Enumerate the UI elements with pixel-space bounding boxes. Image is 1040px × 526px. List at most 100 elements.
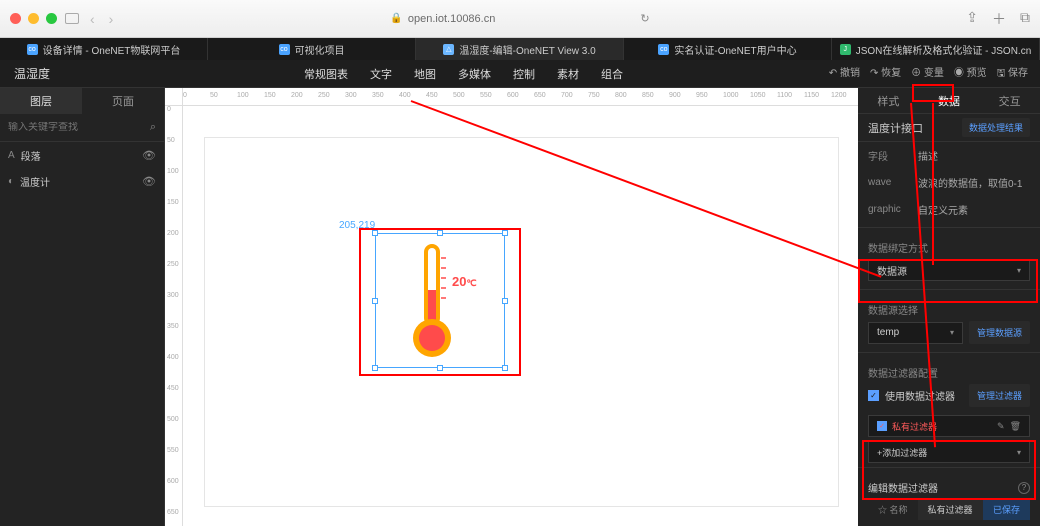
save-button[interactable]: 🖫 保存 (997, 64, 1028, 83)
tab-icon: △ (443, 44, 454, 55)
search-icon[interactable]: ⌕ (150, 121, 156, 134)
filter-sub-tabs: ☆ 名称 私有过滤器 已保存 (868, 499, 1030, 520)
interface-title: 温度计接口 (868, 120, 923, 136)
select-value: 数据源 (877, 263, 907, 278)
subtab-priv[interactable]: 私有过滤器 (918, 499, 983, 520)
canvas[interactable]: 0501001502002503003504004505005506006507… (165, 88, 858, 526)
bind-select[interactable]: 数据源 ▾ (868, 259, 1030, 281)
selection-coord: 205,219 (339, 220, 375, 231)
tab-label: 可视化项目 (295, 42, 345, 57)
max-dot[interactable] (46, 13, 57, 24)
tab-style[interactable]: 样式 (858, 88, 919, 113)
var-button[interactable]: ⊕ 变量 (911, 64, 944, 83)
redo-button[interactable]: ↷ 恢复 (870, 64, 901, 83)
resize-handle[interactable] (437, 230, 443, 236)
field-row: graphic自定义元素 (858, 196, 1040, 223)
tab-label: JSON在线解析及格式化验证 - JSON.cn (856, 42, 1032, 57)
tab-interact[interactable]: 交互 (979, 88, 1040, 113)
nav-fwd[interactable]: › (106, 11, 117, 27)
tab-icon: co (27, 44, 38, 55)
tab-label: 实名认证-OneNET用户中心 (674, 42, 796, 57)
menu-item[interactable]: 控制 (513, 66, 535, 82)
min-dot[interactable] (28, 13, 39, 24)
resize-handle[interactable] (502, 298, 508, 304)
menu-item[interactable]: 常规图表 (304, 66, 348, 82)
menu-item[interactable]: 地图 (414, 66, 436, 82)
close-dot[interactable] (10, 13, 21, 24)
use-filter-check[interactable]: ✓ 使用数据过滤器 (868, 388, 955, 403)
delete-icon[interactable]: 🗑 (1010, 421, 1021, 432)
private-filter-row[interactable]: ✓ 私有过滤器 ✎🗑 (868, 415, 1030, 437)
top-actions: ↶ 撤销 ↷ 恢复 ⊕ 变量 ◉ 预览 🖫 保存 (829, 64, 1040, 83)
resize-handle[interactable] (502, 365, 508, 371)
nav-back[interactable]: ‹ (87, 11, 98, 27)
lock-icon: 🔒 (390, 13, 402, 24)
traffic-lights (10, 13, 57, 24)
layer-icon: A (8, 150, 15, 161)
menu-item[interactable]: 素材 (557, 66, 579, 82)
resize-handle[interactable] (437, 365, 443, 371)
undo-button[interactable]: ↶ 撤销 (829, 64, 860, 83)
btab-1[interactable]: co 可视化项目 (208, 38, 416, 60)
tab-icon: co (658, 44, 669, 55)
subtab-name[interactable]: ☆ 名称 (868, 499, 918, 520)
help-icon[interactable]: ? (1018, 482, 1030, 494)
tab-pages[interactable]: 页面 (82, 88, 164, 114)
btab-4[interactable]: J JSON在线解析及格式化验证 - JSON.cn (832, 38, 1040, 60)
tabs-icon[interactable]: ⧉ (1020, 9, 1030, 29)
ruler-horizontal: 0501001502002503003504004505005506006507… (183, 88, 858, 106)
browser-chrome: ‹ › 🔒 open.iot.10086.cn ↻ ⇪ ＋ ⧉ (0, 0, 1040, 38)
field-val: 波浪的数据值，取值0-1 (918, 175, 1022, 190)
right-tabs: 样式 数据 交互 (858, 88, 1040, 114)
data-result-button[interactable]: 数据处理结果 (962, 118, 1030, 137)
share-icon[interactable]: ⇪ (966, 9, 978, 29)
btab-3[interactable]: co 实名认证-OneNET用户中心 (624, 38, 832, 60)
select-value: temp (877, 327, 899, 338)
url-text: open.iot.10086.cn (408, 13, 495, 25)
eye-icon[interactable]: 👁 (142, 175, 156, 188)
layer-icon: ◐ (8, 176, 14, 187)
add-filter-row[interactable]: +添加过滤器▾ (868, 441, 1030, 463)
chevron-down-icon: ▾ (1017, 266, 1021, 275)
field-row: 字段描述 (858, 142, 1040, 169)
resize-handle[interactable] (372, 365, 378, 371)
resize-handle[interactable] (502, 230, 508, 236)
reload-icon[interactable]: ↻ (640, 12, 649, 25)
field-lab: graphic (868, 204, 918, 215)
resize-handle[interactable] (372, 298, 378, 304)
url-bar[interactable]: 🔒 open.iot.10086.cn ↻ (390, 12, 649, 25)
thermometer-widget[interactable]: 20℃ (397, 238, 487, 363)
resize-handle[interactable] (372, 230, 378, 236)
preview-button[interactable]: ◉ 预览 (954, 64, 987, 83)
body-row: 图层 页面 ⌕ A 段落 👁 ◐ 温度计 👁 05010015020025030… (0, 88, 1040, 526)
saved-badge: 已保存 (983, 499, 1030, 520)
manage-src-button[interactable]: 管理数据源 (969, 321, 1030, 344)
tab-data[interactable]: 数据 (919, 88, 980, 113)
chrome-right-icons: ⇪ ＋ ⧉ (966, 9, 1030, 29)
layer-item[interactable]: ◐ 温度计 👁 (0, 168, 164, 194)
newtab-icon[interactable]: ＋ (992, 9, 1006, 29)
component-menu: 常规图表 文字 地图 多媒体 控制 素材 组合 (304, 66, 623, 82)
eye-icon[interactable]: 👁 (142, 149, 156, 162)
chevron-down-icon: ▾ (950, 328, 954, 337)
sidebar-toggle-icon[interactable] (65, 13, 79, 24)
btab-0[interactable]: co设备详情 - OneNET物联网平台 (0, 38, 208, 60)
edit-icon[interactable]: ✎ (997, 421, 1005, 432)
menu-item[interactable]: 多媒体 (458, 66, 491, 82)
search-input[interactable] (8, 122, 144, 133)
field-lab: 字段 (868, 148, 918, 163)
tab-icon: co (279, 44, 290, 55)
src-select[interactable]: temp ▾ (868, 322, 963, 344)
tab-layers[interactable]: 图层 (0, 88, 82, 114)
stage[interactable] (205, 138, 838, 506)
svg-text:20℃: 20℃ (452, 274, 477, 289)
menu-item[interactable]: 文字 (370, 66, 392, 82)
manage-filter-button[interactable]: 管理过滤器 (969, 384, 1030, 407)
filter-actions: ✎🗑 (997, 421, 1021, 432)
tab-icon: J (840, 44, 851, 55)
layer-item[interactable]: A 段落 👁 (0, 142, 164, 168)
menu-item[interactable]: 组合 (601, 66, 623, 82)
right-panel: 样式 数据 交互 温度计接口 数据处理结果 字段描述 wave波浪的数据值，取值… (858, 88, 1040, 526)
filter-name: 私有过滤器 (892, 420, 937, 433)
btab-2[interactable]: △温湿度-编辑-OneNET View 3.0 (416, 38, 624, 60)
